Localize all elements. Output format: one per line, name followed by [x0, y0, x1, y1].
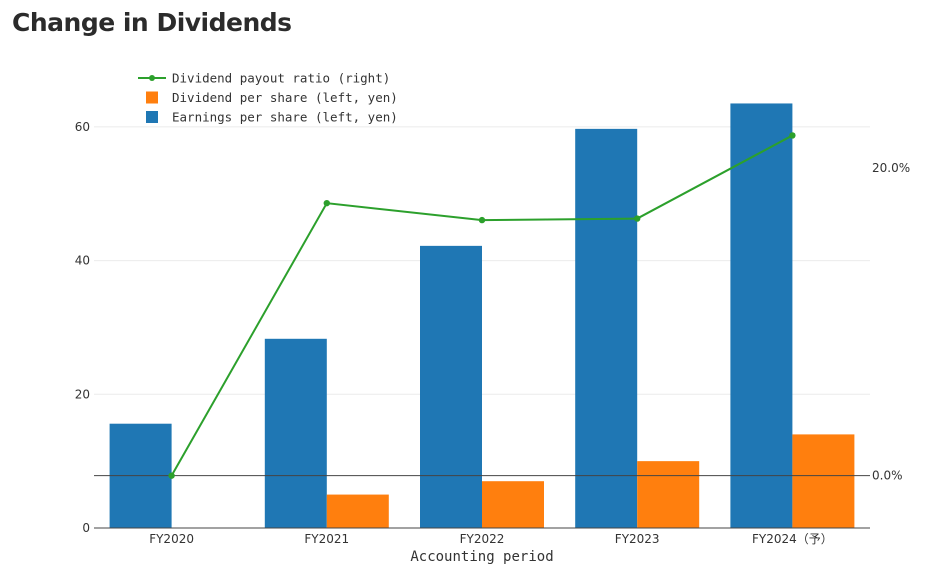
- x-axis-ticks: FY2020 FY2021 FY2022 FY2023 FY2024（予）: [149, 532, 833, 546]
- payout-ratio-point: [478, 216, 486, 224]
- payout-ratio-point: [168, 472, 175, 479]
- legend-item: Dividend payout ratio (right): [138, 71, 390, 86]
- x-axis-title: Accounting period: [410, 549, 553, 565]
- legend-label: Earnings per share (left, yen): [172, 110, 398, 125]
- y-tick-label: 0: [82, 521, 90, 535]
- payout-ratio-line: [168, 132, 796, 479]
- y2-tick-label: 20.0%: [872, 161, 910, 175]
- dividend-bar: [326, 494, 389, 528]
- y-tick-label: 40: [75, 254, 90, 268]
- legend-item: Earnings per share (left, yen): [146, 110, 398, 125]
- eps-bar: [420, 245, 482, 528]
- eps-bar: [730, 103, 793, 528]
- right-axis-ticks: 0.0% 20.0%: [872, 161, 910, 483]
- x-tick-label: FY2023: [615, 532, 660, 546]
- chart-title: Change in Dividends: [12, 8, 292, 37]
- legend-label: Dividend payout ratio (right): [172, 71, 390, 86]
- dividend-bar: [792, 434, 855, 528]
- legend: Dividend payout ratio (right) Dividend pe…: [138, 71, 398, 125]
- eps-bar: [264, 338, 327, 528]
- legend-bar-swatch: [146, 111, 158, 123]
- payout-ratio-point: [323, 199, 330, 207]
- payout-ratio-point: [634, 215, 641, 222]
- dividend-bar: [482, 481, 544, 528]
- eps-bar: [575, 128, 638, 528]
- y-tick-label: 60: [75, 120, 90, 134]
- y2-tick-label: 0.0%: [872, 469, 903, 483]
- x-tick-label: FY2021: [304, 532, 349, 546]
- payout-ratio-point: [789, 132, 796, 139]
- y-tick-label: 20: [75, 387, 90, 401]
- legend-label: Dividend per share (left, yen): [172, 90, 398, 105]
- legend-item: Dividend per share (left, yen): [146, 90, 398, 105]
- dividend-bar: [637, 461, 700, 528]
- left-axis-ticks: 0 20 40 60: [75, 120, 90, 535]
- payout-ratio-polyline: [170, 134, 793, 477]
- x-tick-label: FY2024（予）: [752, 532, 833, 546]
- x-tick-label: FY2020: [149, 532, 194, 546]
- bars: [109, 103, 855, 528]
- legend-bar-swatch: [146, 91, 158, 104]
- legend-point-swatch: [149, 75, 155, 81]
- x-tick-label: FY2022: [460, 532, 505, 546]
- zero-lines: [94, 475, 870, 529]
